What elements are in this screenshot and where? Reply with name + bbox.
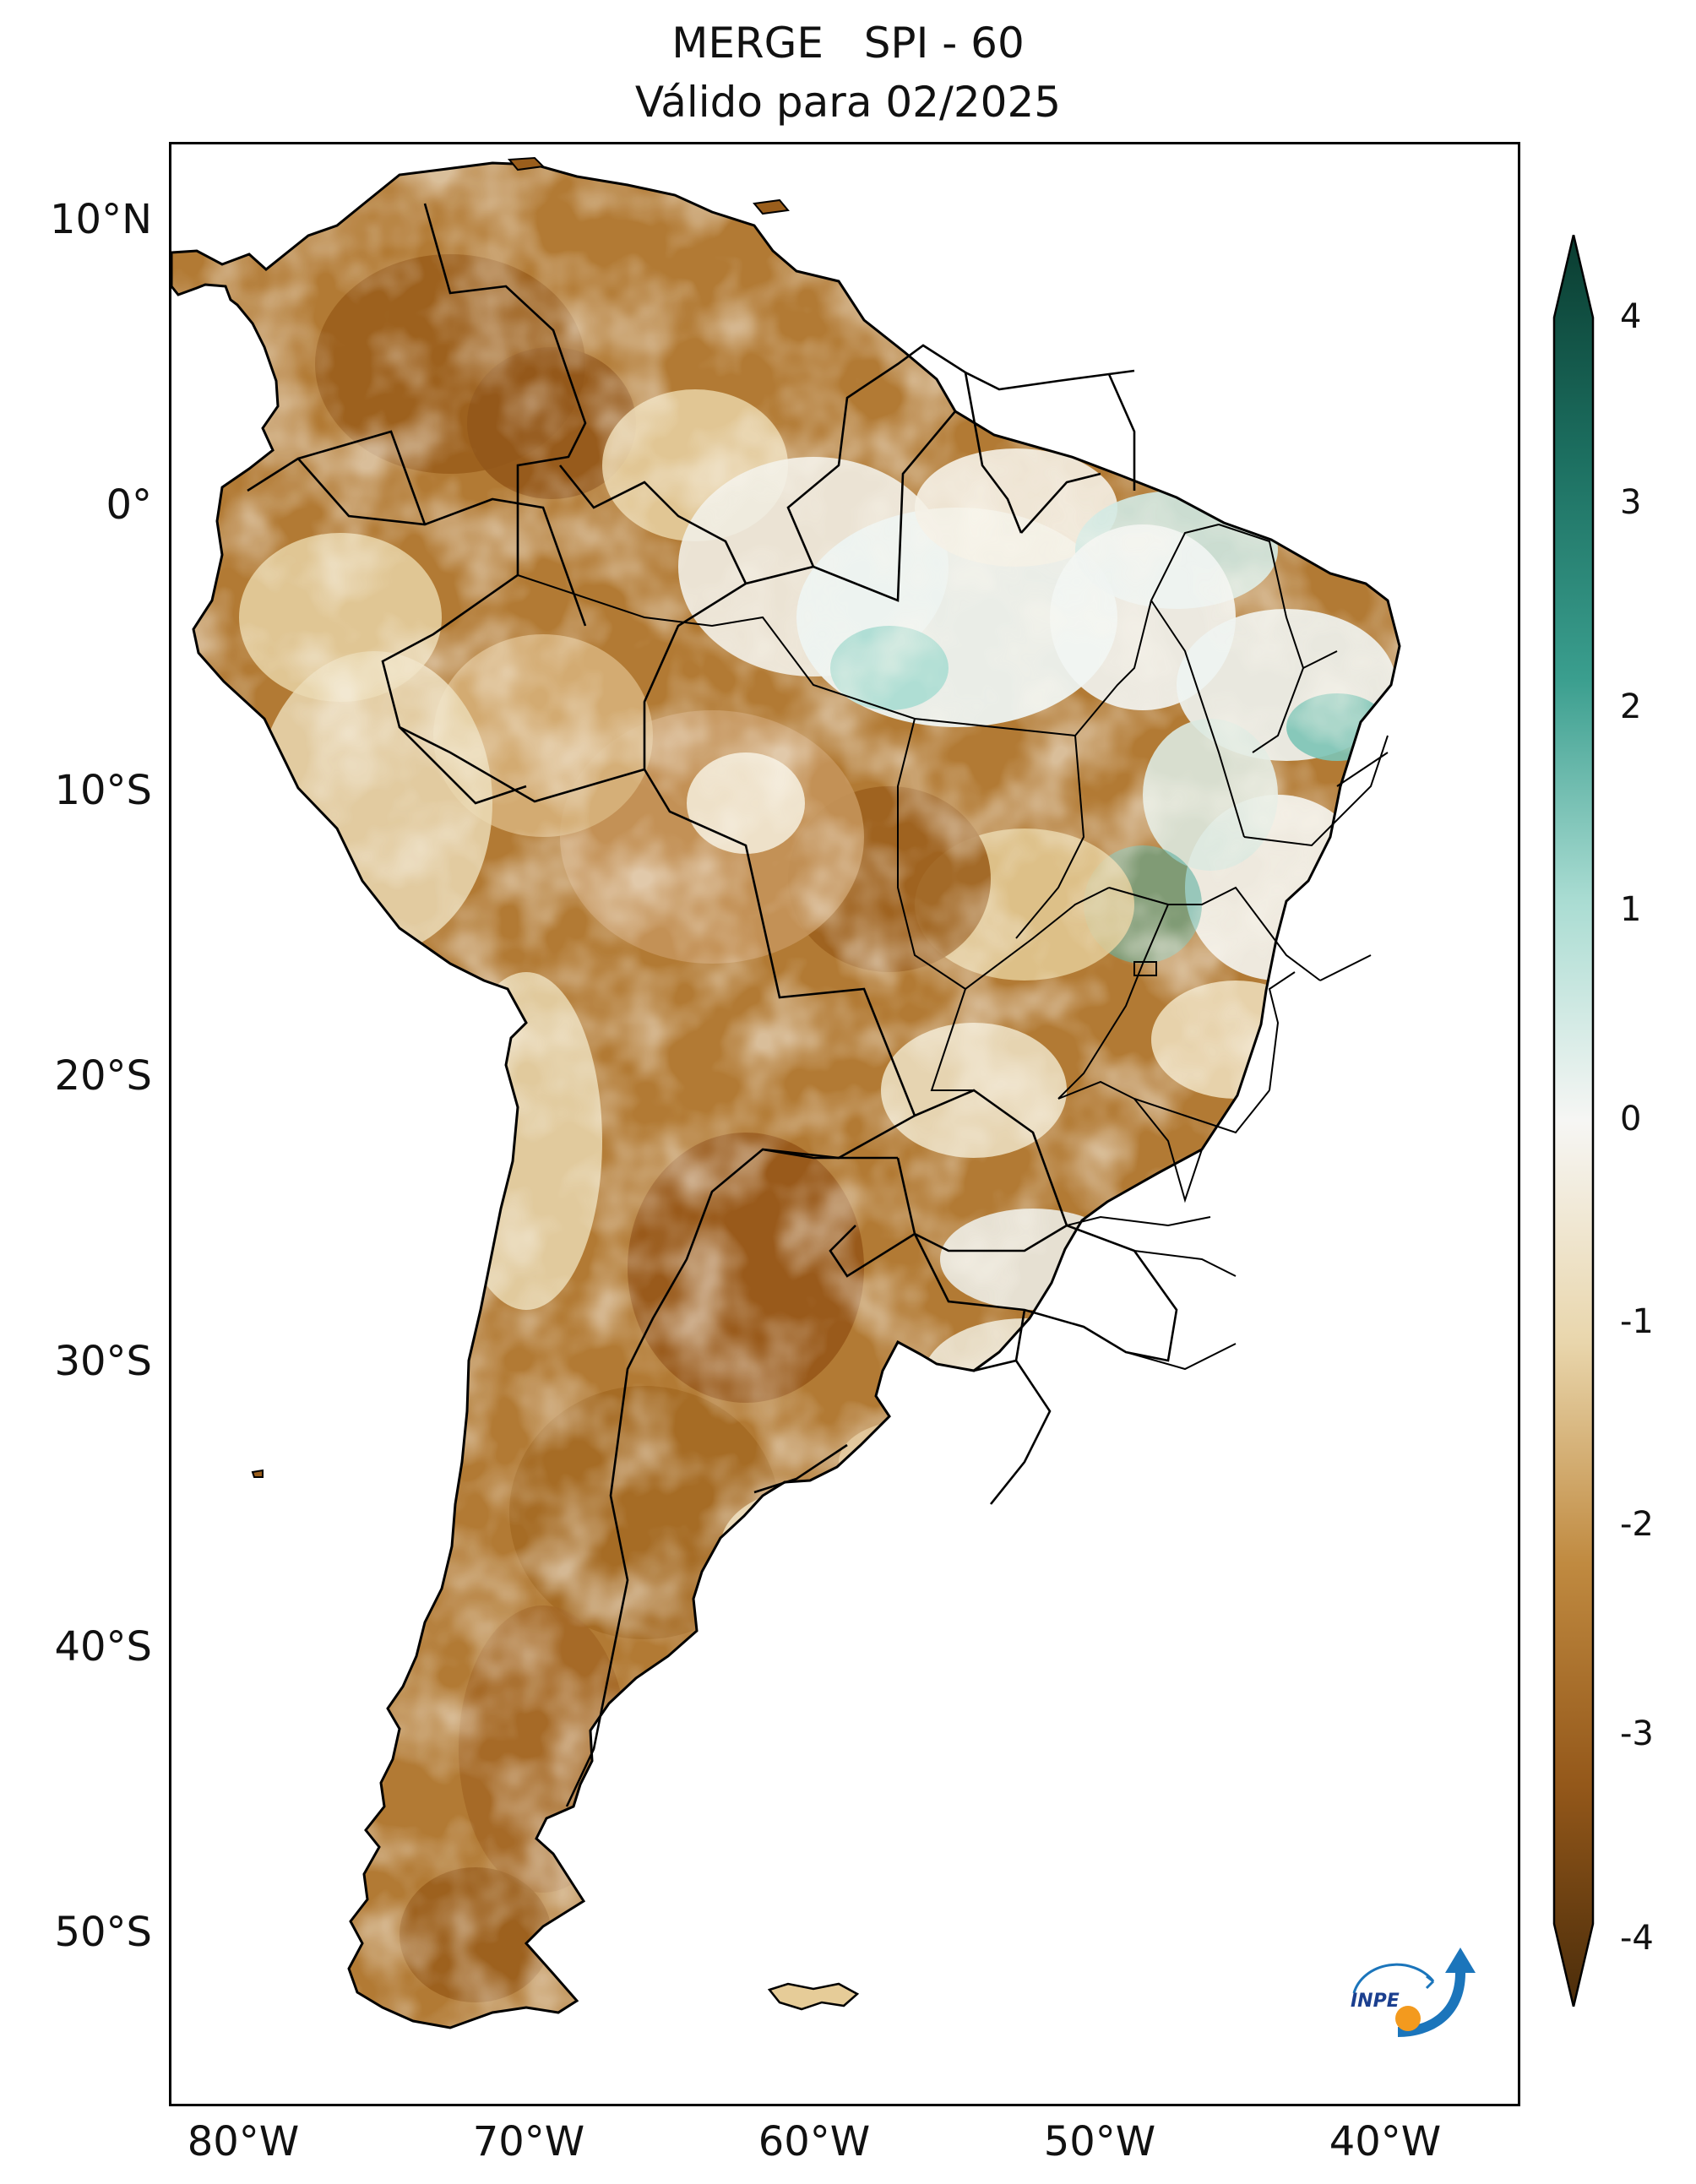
colorbar-tick-minus3: -3 <box>1620 1714 1654 1753</box>
island-aruba-curacao <box>507 156 546 171</box>
state-borders <box>517 524 1389 1371</box>
inpe-logo-text: INPE <box>1351 1991 1400 2012</box>
island-juan-fernandez <box>251 1469 264 1478</box>
lon-label-60w: 60°W <box>758 2118 871 2165</box>
colorbar-tick-minus2: -2 <box>1620 1505 1654 1544</box>
colorbar-tick-minus4: -4 <box>1620 1919 1654 1958</box>
colorbar-tick-4: 4 <box>1620 297 1642 336</box>
map-title: MERGE SPI - 60 <box>671 19 1025 68</box>
south-america-map <box>171 156 1401 2029</box>
island-trinidad <box>753 198 790 215</box>
country-borders <box>247 203 1178 1807</box>
lat-label-10s: 10°S <box>54 767 152 814</box>
lat-label-20s: 20°S <box>54 1052 152 1100</box>
lat-label-40s: 40°S <box>54 1623 152 1671</box>
colorbar-tick-minus1: -1 <box>1620 1302 1654 1341</box>
colorbar <box>1552 234 1595 2007</box>
colorbar-tick-0: 0 <box>1620 1100 1642 1138</box>
colorbar-tick-2: 2 <box>1620 687 1642 726</box>
spi-shading <box>171 163 1400 2028</box>
lat-label-50s: 50°S <box>54 1909 152 1956</box>
lon-label-80w: 80°W <box>187 2118 300 2165</box>
lon-label-70w: 70°W <box>472 2118 585 2165</box>
lat-label-0: 0° <box>106 481 152 529</box>
lon-label-40w: 40°W <box>1329 2118 1442 2165</box>
inpe-logo: INPE <box>1339 1942 1482 2044</box>
lat-label-10n: 10°N <box>50 196 152 243</box>
lon-label-50w: 50°W <box>1043 2118 1156 2165</box>
map-subtitle: Válido para 02/2025 <box>634 78 1062 127</box>
colorbar-tick-3: 3 <box>1620 483 1642 522</box>
map-area <box>169 142 1520 2106</box>
colorbar-tick-1: 1 <box>1620 890 1642 929</box>
falkland-islands <box>767 1982 860 2011</box>
lat-label-30s: 30°S <box>54 1338 152 1385</box>
colorbar-gradient <box>1552 234 1595 2007</box>
